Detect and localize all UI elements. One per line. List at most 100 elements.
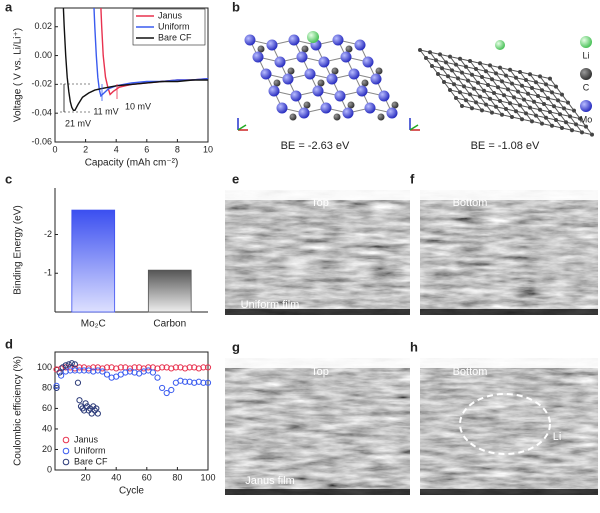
c-atom [418,48,422,52]
c-atom [484,102,488,107]
mo-atom [244,34,256,46]
c-atom [510,81,514,86]
c-atom [560,92,564,97]
c-atom [574,122,578,127]
mo-atom [342,107,354,119]
c-atom [534,113,538,118]
mo-atom [348,68,360,80]
c-atom [524,111,528,116]
c-atom [462,84,466,89]
c-atom [474,100,478,105]
c-atom [436,72,440,76]
atom-legend-label: C [583,82,590,92]
sem-top-edge [225,190,410,200]
y-tick-label: 80 [42,382,52,392]
c-atom [498,99,502,103]
scatter-point [67,367,74,374]
mo-atom [290,90,302,102]
c-atom [578,116,582,121]
c-atom [488,63,492,68]
mo-atom [354,39,366,51]
scatter-point [56,369,63,376]
x-axis-label: Cycle [119,486,144,497]
sem-label: Li [553,431,562,443]
x-tick-label: Mo₂C [81,319,106,330]
c-atom [560,126,564,130]
line-series [93,8,208,98]
scatter-point [99,368,106,375]
c-atom [476,80,480,85]
c-atom [478,94,482,99]
c-atom [542,102,546,106]
scatter-point [200,379,207,386]
y-tick-label: -0.06 [31,136,52,146]
c-atom [482,88,486,93]
c-atom [540,88,544,93]
mo-atom [326,73,338,85]
sem-label: Top [311,366,329,378]
c-atom [518,103,522,108]
mo-atom [304,68,316,80]
c-atom [452,82,456,87]
annotation: 11 mV [93,106,118,116]
sem-top-edge [420,358,598,368]
c-atom [516,89,520,94]
li-atom [495,40,505,50]
y-tick-label: -1 [44,268,52,278]
scatter-point [159,364,166,371]
panel-label: h [410,339,418,354]
c-atom [470,106,474,111]
c-atom [514,109,518,114]
c-atom [590,132,594,137]
c-atom [500,79,504,84]
mo-atom [282,73,294,85]
c-atom [424,56,428,60]
c-atom [257,45,265,53]
c-atom [524,78,528,82]
sem-bottom-edge [420,309,598,315]
plot-frame [54,7,209,143]
c-atom [458,56,462,61]
c-atom [568,114,572,119]
c-atom [303,101,311,109]
x-tick-label: 6 [144,144,149,154]
c-atom [566,100,570,105]
c-atom [361,79,369,87]
sem-panels: Top Uniform film Bottom Top Janus film Bottom… [225,190,598,495]
chart: -2 -1 Binding Energy (eV) Mo₂C Carbon [13,188,208,330]
sem-label: Bottom [453,366,488,378]
scatter-point [204,364,212,371]
y-axis-label: Voltage ( V vs. Li/Li⁺) [13,28,24,122]
plot-area [62,8,208,111]
c-atom [554,118,558,122]
mo-atom [334,90,346,102]
legend-marker [62,436,70,444]
y-tick-label: 40 [42,423,52,433]
c-atom [456,76,460,81]
c-atom [492,91,496,95]
c-atom [450,68,454,73]
c-atom [584,124,588,129]
legend-label: Bare CF [74,456,108,466]
x-tick-label: 20 [81,472,91,482]
c-atom [528,72,532,77]
scatter-point [103,364,111,371]
bar [71,209,116,313]
scatter-point [163,389,170,397]
mo-atom [252,51,264,63]
c-atom [520,83,524,88]
c-atom [538,74,542,79]
sem-bottom-edge [420,489,598,495]
atom-legend-label: Li [582,50,589,60]
panel-label: c [5,171,12,186]
scatter-point [80,407,88,414]
scatter-point [65,361,72,368]
c-atom [498,65,502,70]
c-atom [528,105,532,110]
c-atom [438,52,442,57]
scatter-point [80,367,88,374]
c-atom [333,113,341,121]
scatter-point [172,364,179,371]
y-tick-label: 100 [37,362,52,372]
c-atom [540,121,544,126]
